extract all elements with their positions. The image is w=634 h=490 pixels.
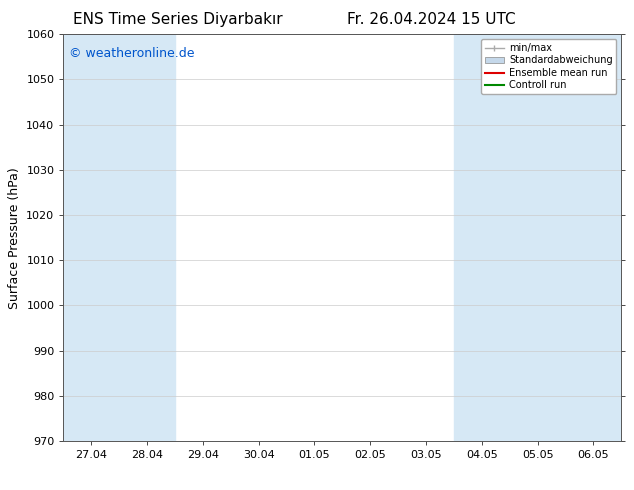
Bar xyxy=(454,34,510,441)
Text: ENS Time Series Diyarbakır: ENS Time Series Diyarbakır xyxy=(73,12,282,27)
Text: © weatheronline.de: © weatheronline.de xyxy=(69,47,195,59)
Bar xyxy=(63,34,119,441)
Text: Fr. 26.04.2024 15 UTC: Fr. 26.04.2024 15 UTC xyxy=(347,12,515,27)
Bar xyxy=(566,34,621,441)
Legend: min/max, Standardabweichung, Ensemble mean run, Controll run: min/max, Standardabweichung, Ensemble me… xyxy=(481,39,616,94)
Bar xyxy=(510,34,566,441)
Y-axis label: Surface Pressure (hPa): Surface Pressure (hPa) xyxy=(8,167,21,309)
Bar xyxy=(119,34,175,441)
